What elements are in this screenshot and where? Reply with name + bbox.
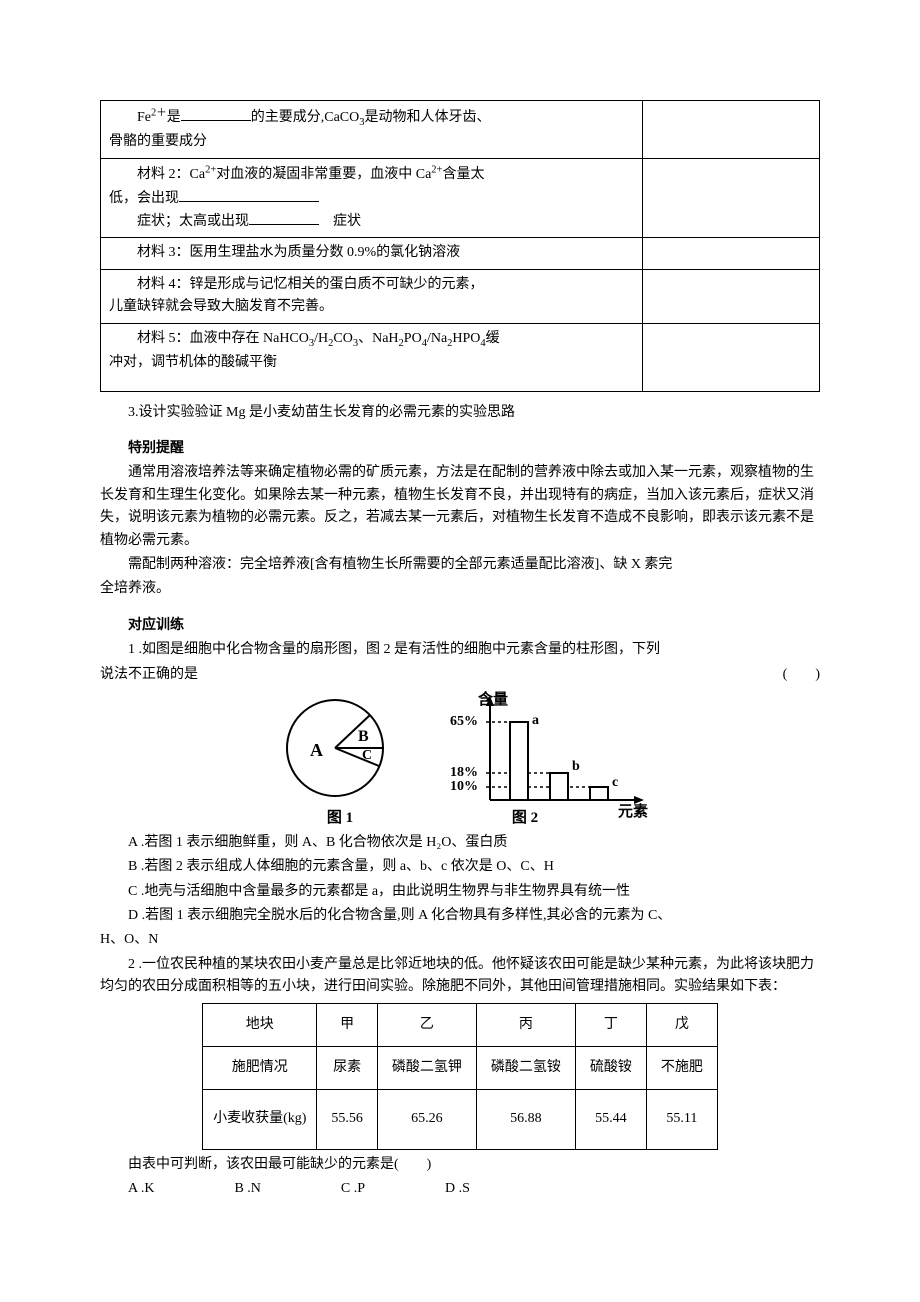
q1-line-b-row: 说法不正确的是 ( ) [100,664,820,686]
results-row-1: 施肥情况 尿素 磷酸二氢钾 磷酸二氢铵 硫酸铵 不施肥 [203,1047,718,1090]
results-h2: 乙 [377,1003,476,1046]
svg-text:a: a [532,713,539,728]
q1-opt-d: D .若图 1 表示细胞完全脱水后的化合物含量,则 A 化合物具有多样性,其必含… [100,905,820,927]
materials-table: Fe2＋是的主要成分,CaCO3是动物和人体牙齿、 骨骼的重要成分 材料 2：C… [100,100,820,392]
q1-opt-c: C .地壳与活细胞中含量最多的元素都是 a，由此说明生物界与非生物界具有统一性 [100,881,820,903]
figure-2: 含量 65% 18% 10% a b c [440,690,650,830]
materials-row-2-left: 材料 2：Ca2+对血液的凝固非常重要，血液中 Ca2+含量太 低，会出现 症状… [101,158,643,238]
reminder-p3: 全培养液。 [100,578,820,600]
svg-text:B: B [358,728,369,745]
results-row-2: 小麦收获量(kg) 55.56 65.26 56.88 55.44 55.11 [203,1090,718,1149]
q1-paren: ( ) [783,664,820,686]
q1-line-a: 1 .如图是细胞中化合物含量的扇形图，图 2 是有活性的细胞中元素含量的柱形图，… [100,639,820,661]
fig2-label: 图 2 [400,806,650,830]
q2-judge: 由表中可判断，该农田最可能缺少的元素是( ) [100,1154,820,1176]
reminder-heading: 特别提醒 [100,438,820,460]
q1-opt-d-cont: H、O、N [100,929,820,951]
materials-row-5-right [643,323,820,391]
results-h4: 丁 [575,1003,646,1046]
materials-row-4-right [643,269,820,323]
materials-row-1-right [643,101,820,159]
q1-line-b: 说法不正确的是 [100,664,198,686]
q2-opt-b: B .N [234,1178,260,1200]
results-h0: 地块 [203,1003,317,1046]
svg-text:A: A [310,740,323,760]
q2-text: 2 .一位农民种植的某块农田小麦产量总是比邻近地块的低。他怀疑该农田可能是缺少某… [100,954,820,999]
q2-opt-c: C .P [341,1178,365,1200]
q1-opt-a: A .若图 1 表示细胞鲜重，则 A、B 化合物依次是 H₂O、蛋白质 [100,832,820,854]
results-h5: 戊 [646,1003,717,1046]
figure-1: A B C 图 1 [270,696,410,830]
materials-row-5-left: 材料 5：血液中存在 NaHCO3/H2CO3、NaH2PO4/Na2HPO4缓… [101,323,643,391]
results-h3: 丙 [476,1003,575,1046]
pie-chart: A B C [270,696,410,806]
svg-text:元素: 元素 [618,802,648,820]
materials-row-3-right [643,238,820,269]
results-h1: 甲 [317,1003,378,1046]
svg-text:10%: 10% [450,779,478,794]
q2-options: A .K B .N C .P D .S [128,1178,820,1200]
training-heading: 对应训练 [100,615,820,637]
materials-row-3-left: 材料 3：医用生理盐水为质量分数 0.9%的氯化钠溶液 [101,238,643,269]
svg-text:c: c [612,775,618,790]
bar-chart: 含量 65% 18% 10% a b c [440,690,650,820]
svg-text:b: b [572,759,580,774]
fig1-label: 图 1 [270,806,410,830]
svg-text:65%: 65% [450,714,478,729]
results-table: 地块 甲 乙 丙 丁 戊 施肥情况 尿素 磷酸二氢钾 磷酸二氢铵 硫酸铵 不施肥… [202,1003,718,1150]
q2-opt-d: D .S [445,1178,470,1200]
figure-row: A B C 图 1 含量 65% 18% 10% [100,690,820,830]
materials-row-4-left: 材料 4：锌是形成与记忆相关的蛋白质不可缺少的元素， 儿童缺锌就会导致大脑发育不… [101,269,643,323]
reminder-p2: 需配制两种溶液：完全培养液[含有植物生长所需要的全部元素适量配比溶液]、缺 X … [100,554,820,576]
question-3: 3.设计实验验证 Mg 是小麦幼苗生长发育的必需元素的实验思路 [100,402,820,424]
reminder-p1: 通常用溶液培养法等来确定植物必需的矿质元素，方法是在配制的营养液中除去或加入某一… [100,462,820,552]
materials-row-1-left: Fe2＋是的主要成分,CaCO3是动物和人体牙齿、 骨骼的重要成分 [101,101,643,159]
results-header-row: 地块 甲 乙 丙 丁 戊 [203,1003,718,1046]
q2-opt-a: A .K [128,1178,154,1200]
svg-text:C: C [362,748,372,763]
svg-text:18%: 18% [450,765,478,780]
q1-opt-b: B .若图 2 表示组成人体细胞的元素含量，则 a、b、c 依次是 O、C、H [100,856,820,878]
materials-row-2-right [643,158,820,238]
